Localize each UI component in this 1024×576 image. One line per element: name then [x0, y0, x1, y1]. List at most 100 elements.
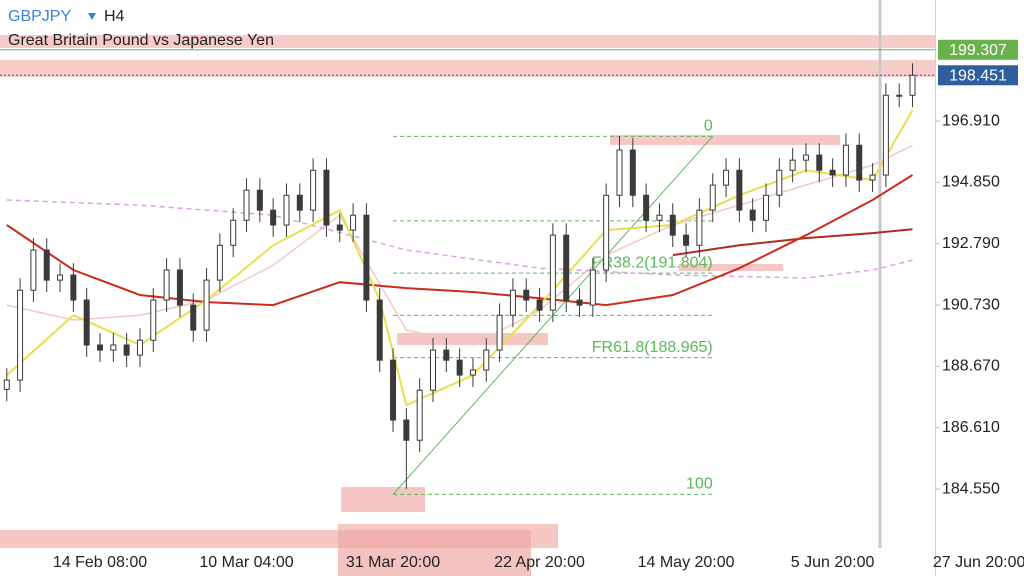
candle-body — [909, 74, 916, 96]
candle-body — [243, 189, 250, 221]
candle-body — [216, 244, 223, 281]
x-tick-label: 10 Mar 04:00 — [199, 554, 293, 571]
x-tick-label: 27 Jun 20:00 — [933, 554, 1024, 571]
candle-body — [403, 419, 410, 441]
candle-body — [443, 349, 450, 361]
moving-average — [6, 144, 913, 346]
candle-body — [110, 344, 117, 351]
price-label: 199.307 — [949, 42, 1007, 59]
candle-body — [456, 359, 463, 376]
x-tick-label: 5 Jun 20:00 — [791, 554, 875, 571]
candle-body — [842, 144, 849, 176]
candle-body — [523, 289, 530, 301]
candle-body — [496, 314, 503, 351]
candle-body — [376, 299, 383, 361]
moving-average — [6, 109, 914, 407]
candle-body — [589, 269, 596, 306]
candle-body — [283, 194, 290, 226]
candle-body — [163, 269, 170, 301]
fib-label: FR38.2(191.804) — [592, 254, 713, 271]
zone — [0, 60, 935, 77]
candle-body — [136, 339, 143, 356]
candle-body — [723, 169, 730, 186]
candle-body — [296, 194, 303, 211]
candle-body — [643, 194, 650, 221]
fib-label: 100 — [686, 476, 713, 493]
candle-body — [789, 159, 796, 171]
zone — [0, 35, 935, 48]
candle-body — [230, 219, 237, 246]
candle-body — [123, 344, 130, 356]
candle-body — [869, 174, 876, 181]
candle-body — [536, 299, 543, 311]
candle-body — [896, 94, 903, 97]
candle-body — [656, 214, 663, 221]
candle-body — [150, 299, 157, 341]
candle-body — [563, 234, 570, 301]
x-tick-label: 31 Mar 20:00 — [346, 554, 440, 571]
price-label-box — [938, 39, 1018, 60]
symbol[interactable]: GBPJPY — [8, 8, 71, 25]
candle-body — [483, 349, 490, 371]
time-zone — [338, 530, 531, 576]
candle-body — [709, 184, 716, 211]
candle-body — [829, 169, 836, 176]
moving-average — [672, 228, 913, 257]
candle-body — [469, 369, 476, 376]
candle-body — [203, 279, 210, 331]
candle-body — [802, 154, 809, 161]
candle-body — [83, 299, 90, 346]
y-tick-label: 190.730 — [942, 296, 1000, 313]
zones — [0, 35, 935, 576]
candle-body — [336, 224, 343, 231]
y-tick-label: 194.850 — [942, 174, 1000, 191]
candle-body — [616, 149, 623, 196]
candle-body — [576, 299, 583, 306]
zone — [679, 264, 783, 271]
y-tick-label: 196.910 — [942, 112, 1000, 129]
candle-body — [270, 209, 277, 226]
candle-body — [430, 349, 436, 391]
timeframe[interactable]: H4 — [104, 8, 125, 25]
dropdown-icon[interactable] — [88, 13, 96, 20]
y-tick-label: 192.790 — [942, 235, 1000, 252]
candle-body — [70, 274, 77, 301]
candle-body — [776, 169, 783, 196]
candle-body — [763, 194, 769, 221]
zone — [397, 333, 548, 345]
description: Great Britain Pound vs Japanese Yen — [8, 32, 274, 49]
zone — [610, 135, 840, 145]
x-tick-label: 22 Apr 20:00 — [494, 554, 585, 571]
candle-body — [310, 169, 317, 211]
candle-body — [882, 94, 889, 176]
price-label: 198.451 — [949, 67, 1007, 84]
candle-body — [30, 249, 37, 291]
candle-body — [683, 234, 690, 246]
y-tick-label: 188.670 — [942, 358, 1000, 375]
candle-body — [749, 209, 756, 221]
price-label-box — [938, 65, 1018, 86]
candle-body — [17, 289, 24, 381]
fib-label: FR61.8(188.965) — [592, 339, 713, 356]
candle-body — [363, 214, 370, 301]
candle-body — [176, 269, 183, 306]
candle-body — [190, 304, 197, 331]
candle-body — [549, 234, 556, 311]
candle-body — [350, 214, 357, 231]
candle-body — [736, 169, 743, 211]
candle-body — [816, 154, 823, 171]
candle-body — [629, 149, 636, 196]
candle-body — [3, 379, 10, 390]
fib-label: 0 — [704, 118, 713, 135]
candle-body — [509, 289, 516, 316]
candle-body — [603, 194, 610, 271]
candle-body — [256, 189, 263, 211]
y-tick-label: 186.610 — [942, 419, 1000, 436]
candle-body — [323, 169, 330, 226]
y-tick-label: 184.550 — [942, 480, 1000, 497]
x-tick-label: 14 May 20:00 — [638, 554, 735, 571]
candle-body — [669, 214, 676, 236]
candle-body — [856, 144, 863, 181]
